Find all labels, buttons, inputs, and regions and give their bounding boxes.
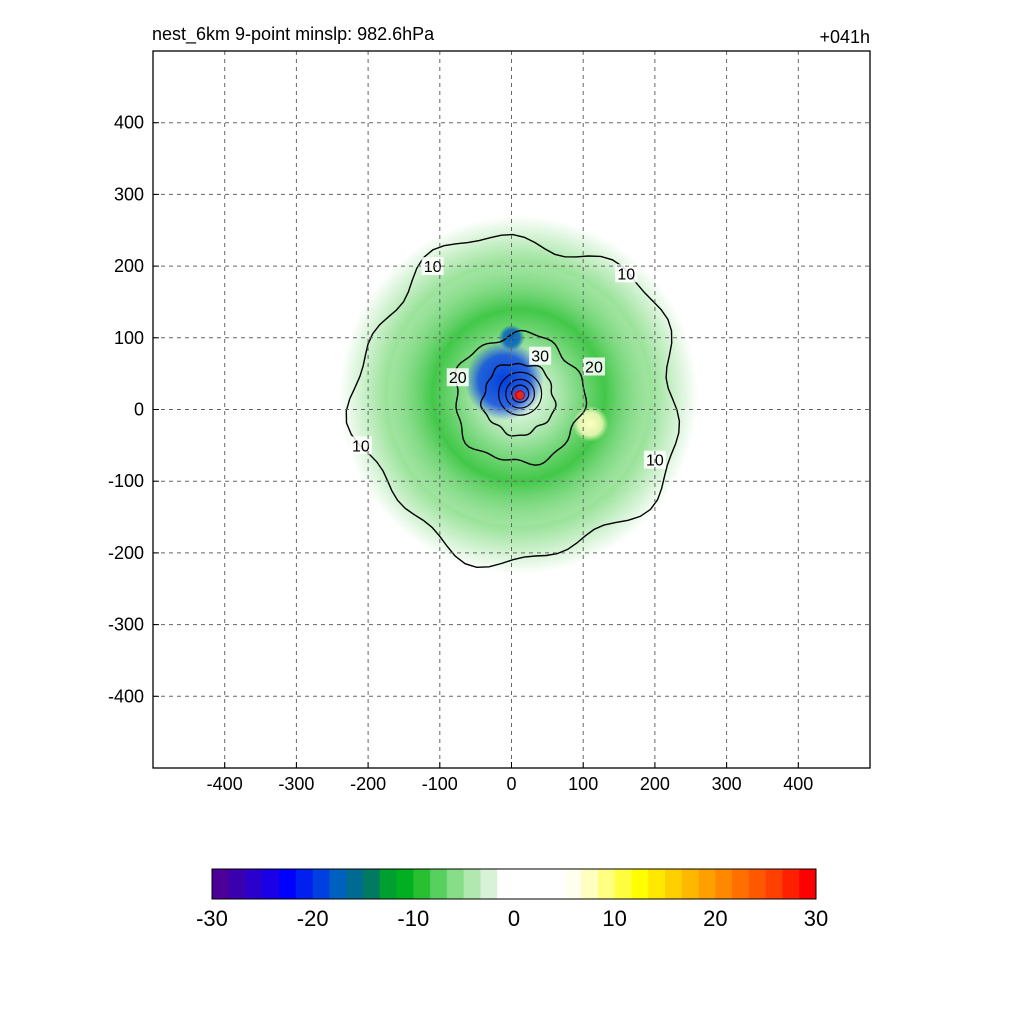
contour-label-bg	[421, 257, 444, 276]
colorbar-swatch	[782, 869, 800, 899]
colorbar-swatch	[614, 869, 632, 899]
colorbar-swatch	[463, 869, 481, 899]
colorbar-swatch	[262, 869, 280, 899]
y-tick-label: -200	[108, 543, 144, 563]
colorbar-swatch	[530, 869, 548, 899]
colorbar-swatch	[748, 869, 767, 899]
colorbar-swatch	[665, 869, 683, 899]
colorbar-swatch	[379, 869, 397, 899]
y-tick-label: 0	[134, 400, 144, 420]
colorbar-swatch	[547, 869, 565, 899]
y-tick-label: 200	[114, 256, 144, 276]
contour-label-bg	[582, 357, 605, 376]
colorbar-swatch	[765, 869, 783, 899]
colorbar-swatch	[212, 869, 230, 899]
contour-label: 10	[617, 266, 635, 283]
colorbar-swatch	[514, 869, 532, 899]
contour-line	[479, 362, 557, 437]
contour-label: 10	[352, 438, 370, 455]
colorbar-tick-label: 10	[602, 906, 626, 931]
colorbar-swatch	[631, 869, 649, 899]
colorbar-swatch	[732, 869, 750, 899]
x-tick-label: 100	[568, 774, 598, 794]
y-tick-label: 400	[114, 113, 144, 133]
fill-blob	[464, 341, 544, 421]
x-tick-label: -200	[350, 774, 386, 794]
y-tick-label: -300	[108, 615, 144, 635]
y-tick-label: -100	[108, 471, 144, 491]
x-tick-label: 200	[640, 774, 670, 794]
colorbar-swatch	[564, 869, 582, 899]
contour-line	[454, 329, 588, 466]
x-tick-label: 400	[783, 774, 813, 794]
colorbar-swatch	[396, 869, 414, 899]
fill-blob	[512, 389, 525, 401]
x-tick-label: -400	[207, 774, 243, 794]
colorbar-swatch	[715, 869, 733, 899]
colorbar-swatch	[312, 869, 330, 899]
colorbar-tick-label: -10	[397, 906, 429, 931]
contour-label: 20	[585, 359, 603, 376]
contour-label: 20	[449, 370, 467, 387]
y-axis-ticks: -400 -300 -200 -100 0 100 200 300 400	[108, 113, 159, 706]
colorbar-swatch	[228, 869, 246, 899]
x-tick-label: -300	[278, 774, 314, 794]
x-tick-label: 0	[506, 774, 516, 794]
colorbar-swatch	[346, 869, 364, 899]
contour-line	[345, 233, 681, 569]
chart-title: nest_6km 9-point minslp: 982.6hPa	[152, 24, 435, 45]
contour-label: 30	[531, 349, 549, 366]
colorbar-swatch	[597, 869, 616, 899]
colorbar-swatch	[581, 869, 599, 899]
colorbar-swatch	[681, 869, 699, 899]
colorbar-tick-label: 0	[508, 906, 520, 931]
colorbar-swatch	[648, 869, 666, 899]
colorbar-swatch	[430, 869, 448, 899]
forecast-hour-label: +041h	[819, 27, 870, 47]
contour-label-bg	[446, 368, 469, 387]
y-tick-label: 300	[114, 184, 144, 204]
y-tick-label: -400	[108, 686, 144, 706]
y-tick-label: 100	[114, 328, 144, 348]
colorbar-tick-label: 20	[703, 906, 727, 931]
colorbar-swatch	[698, 869, 716, 899]
x-tick-label: -100	[422, 774, 458, 794]
contour-line	[510, 384, 530, 403]
colorbar-swatch	[245, 869, 263, 899]
colorbar-tick-label: 30	[804, 906, 828, 931]
colorbar-swatch	[799, 869, 817, 899]
anomaly-fill-field	[339, 215, 698, 575]
fill-blob	[498, 324, 525, 351]
colorbar-tick-label: -20	[297, 906, 329, 931]
contour-label-bg	[349, 436, 372, 455]
colorbar	[211, 868, 817, 900]
fill-blob	[572, 405, 609, 442]
x-axis-ticks: -400 -300 -200 -100 0 100 200 300 400	[207, 762, 813, 794]
colorbar-swatch	[363, 869, 381, 899]
colorbar-swatch	[413, 869, 431, 899]
colorbar-swatch	[446, 869, 465, 899]
colorbar-swatch	[480, 869, 498, 899]
contour-label-bg	[529, 346, 552, 365]
contour-line	[505, 378, 536, 409]
colorbar-swatch	[329, 869, 347, 899]
colorbar-tick-label: -30	[196, 906, 228, 931]
colorbar-swatch	[497, 869, 515, 899]
colorbar-frame	[211, 868, 817, 900]
contour-line	[515, 390, 526, 401]
x-tick-label: 300	[712, 774, 742, 794]
contour-label-bg	[615, 264, 638, 283]
colorbar-swatch	[279, 869, 297, 899]
contour-line	[497, 371, 543, 416]
contour-label: 10	[424, 259, 442, 276]
colorbar-tick-labels: -30 -20 -10 0 10 20 30	[196, 906, 828, 931]
colorbar-swatch	[295, 869, 314, 899]
